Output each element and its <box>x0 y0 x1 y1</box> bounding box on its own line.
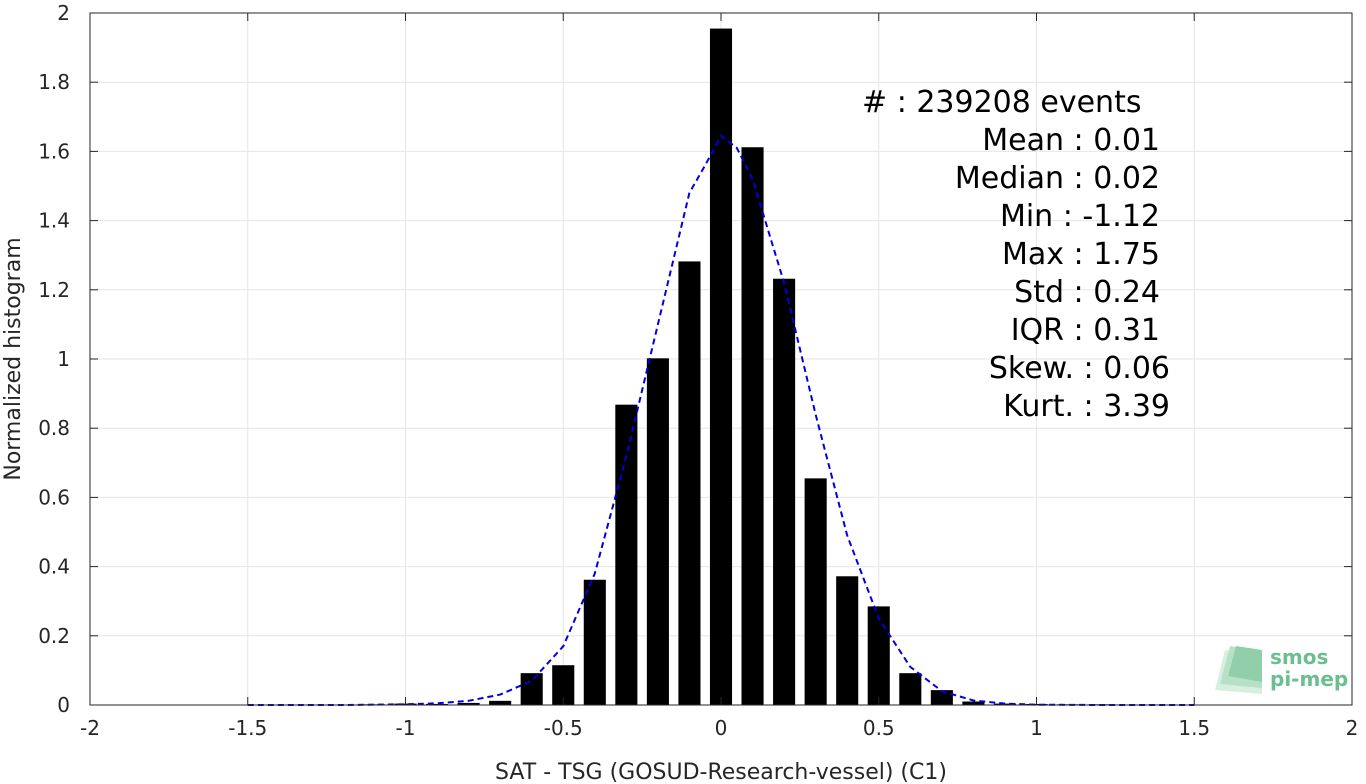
stat-row: # : 239208 events <box>862 85 1141 120</box>
stat-label: Median <box>955 161 1074 196</box>
stat-value: : 0.24 <box>1074 275 1160 310</box>
histogram-bar <box>520 673 543 705</box>
logo-line-2: pi-mep <box>1270 667 1348 691</box>
y-tick-label: 1.6 <box>38 139 70 163</box>
x-tick-label: 0 <box>715 716 728 740</box>
x-tick-label: -1.5 <box>228 716 267 740</box>
stat-row: Kurt. : 3.39 <box>1003 389 1170 424</box>
stat-value: : 1.75 <box>1074 237 1160 272</box>
x-tick-label: -1 <box>396 716 416 740</box>
stat-label: Min <box>1000 199 1063 234</box>
x-axis-ticks: -2 -1.5 -1 -0.5 0 0.5 1 1.5 2 <box>80 13 1358 740</box>
histogram-bar <box>930 690 953 705</box>
y-axis-label: Normalized histogram <box>1 237 26 480</box>
stat-value: : -1.12 <box>1063 199 1160 234</box>
histogram-bar <box>552 665 575 705</box>
x-tick-label: -2 <box>80 716 100 740</box>
x-tick-label: 2 <box>1346 716 1359 740</box>
stat-value: : 0.02 <box>1074 161 1160 196</box>
y-tick-label: 1 <box>57 347 70 371</box>
stat-label: Std <box>1014 275 1073 310</box>
stat-row: Std : 0.24 <box>1014 275 1160 310</box>
stat-row: Median : 0.02 <box>955 161 1160 196</box>
x-tick-label: 0.5 <box>863 716 895 740</box>
stat-value: : 0.31 <box>1074 313 1160 348</box>
x-tick-label: 1.5 <box>1178 716 1210 740</box>
stat-row: Max : 1.75 <box>1002 237 1160 272</box>
histogram-bar <box>646 358 669 705</box>
stat-label: Skew. <box>989 351 1084 386</box>
histogram-bars <box>362 28 1206 706</box>
stat-row: Skew. : 0.06 <box>989 351 1170 386</box>
stat-label: Kurt. <box>1003 389 1083 424</box>
stat-value: : 0.06 <box>1084 351 1170 386</box>
smos-pimep-logo: smos pi-mep <box>1215 645 1348 694</box>
histogram-bar <box>615 404 638 705</box>
histogram-bar <box>836 576 859 705</box>
stat-row: Min : -1.12 <box>1000 199 1160 234</box>
y-tick-label: 1.4 <box>38 209 70 233</box>
histogram-bar <box>457 702 480 705</box>
stat-label: IQR <box>1011 313 1074 348</box>
histogram-bar <box>426 703 449 705</box>
histogram-bar <box>962 701 985 705</box>
histogram-bar <box>804 478 827 705</box>
stat-label: # <box>862 85 897 120</box>
y-tick-label: 0.4 <box>38 555 70 579</box>
stat-row: Mean : 0.01 <box>982 123 1160 158</box>
x-axis-label: SAT - TSG (GOSUD-Research-vessel) (C1) <box>495 760 947 784</box>
histogram-bar <box>741 147 764 706</box>
y-axis-ticks: 0 0.2 0.4 0.6 0.8 1 1.2 1.4 1.6 1.8 2 <box>38 1 1352 717</box>
stat-value: : 3.39 <box>1084 389 1170 424</box>
y-tick-label: 1.8 <box>38 70 70 94</box>
fit-curve <box>247 134 1195 706</box>
histogram-bar <box>899 673 922 705</box>
stat-value: : 0.01 <box>1074 123 1160 158</box>
histogram-bar <box>583 579 606 705</box>
x-tick-label: -0.5 <box>544 716 583 740</box>
histogram-bar <box>678 261 701 705</box>
histogram-bar <box>773 278 796 705</box>
y-tick-label: 0.2 <box>38 624 70 648</box>
y-tick-label: 2 <box>57 1 70 25</box>
logo-line-1: smos <box>1270 645 1328 669</box>
histogram-bar <box>709 28 733 705</box>
stat-label: Max <box>1002 237 1074 272</box>
logo-mark-icon <box>1215 646 1262 694</box>
y-tick-label: 0.6 <box>38 485 70 509</box>
stat-row: IQR : 0.31 <box>1011 313 1160 348</box>
histogram-bar <box>489 700 512 705</box>
histogram-bar <box>867 606 890 705</box>
y-tick-label: 0.8 <box>38 416 70 440</box>
stat-label: Mean <box>982 123 1073 158</box>
y-tick-label: 0 <box>57 693 70 717</box>
x-tick-label: 1 <box>1030 716 1043 740</box>
stat-value: : 239208 events <box>897 85 1142 120</box>
y-tick-label: 1.2 <box>38 278 70 302</box>
